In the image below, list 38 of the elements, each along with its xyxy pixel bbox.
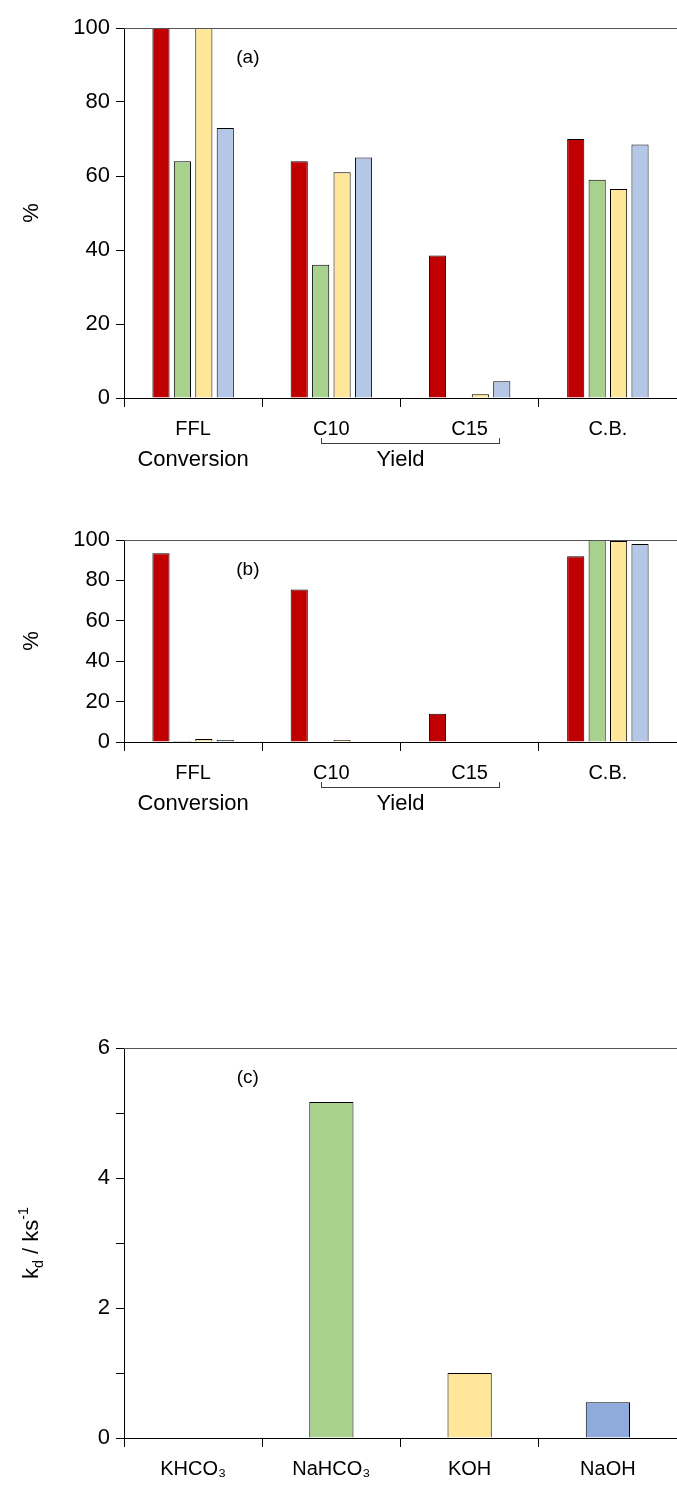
y-tick-label: 0 [97, 384, 110, 410]
y-tick-label: 100 [73, 526, 110, 552]
x-tick-label: C.B. [588, 416, 628, 439]
y-tick-label: 4 [97, 1164, 110, 1190]
x-tick-label: C10 [313, 760, 350, 783]
x-tick-label: FFL [175, 416, 211, 439]
x-tick-label: C15 [451, 760, 488, 783]
x-tick-label: C15 [451, 416, 488, 439]
x-tick-label: KOH [447, 1456, 492, 1479]
annotation: (b) [236, 558, 260, 580]
annotation: (c) [236, 1066, 259, 1088]
y-tick-label: 60 [85, 606, 110, 632]
y-tick-label: 40 [85, 647, 110, 673]
y-axis-title: kd / ks-1 [15, 1206, 46, 1279]
text: Conversion [137, 790, 249, 816]
y-tick-label: 20 [85, 310, 110, 336]
y-axis-title: % [18, 203, 44, 223]
y-tick-label: 0 [97, 728, 110, 754]
y-tick-label: 60 [85, 162, 110, 188]
y-tick-label: 20 [85, 687, 110, 713]
x-tick-label: NaHCO₃ [292, 1456, 371, 1479]
x-tick-label: NaOH [580, 1456, 636, 1479]
y-axis-title: % [18, 631, 44, 651]
y-tick-label: 0 [97, 1424, 110, 1450]
y-tick-label: 40 [85, 236, 110, 262]
x-tick-label: FFL [175, 760, 211, 783]
y-tick-label: 6 [97, 1034, 110, 1060]
text: Yield [376, 790, 425, 816]
y-tick-label: 80 [85, 88, 110, 114]
x-tick-label: KHCO₃ [160, 1456, 227, 1479]
y-tick-label: 100 [73, 14, 110, 40]
text: Yield [376, 446, 425, 472]
y-tick-label: 80 [85, 566, 110, 592]
x-tick-label: C10 [313, 416, 350, 439]
annotation: (a) [236, 46, 260, 68]
text: Conversion [137, 446, 249, 472]
x-tick-label: C.B. [588, 760, 628, 783]
y-tick-label: 2 [97, 1294, 110, 1320]
